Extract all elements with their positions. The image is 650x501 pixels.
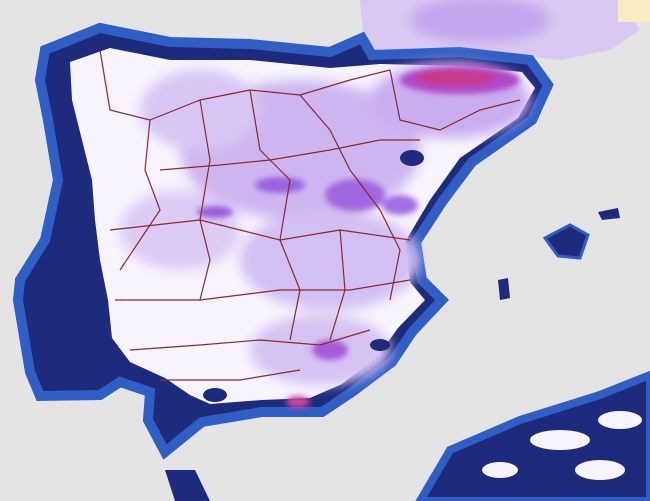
island: [498, 278, 510, 300]
africa-patches: [482, 411, 642, 480]
dark-patch: [203, 388, 227, 402]
dark-patch: [400, 150, 424, 166]
dark-patch: [370, 339, 390, 351]
island: [598, 208, 620, 220]
province-borders: [99, 49, 521, 381]
africa-coast: [165, 470, 210, 501]
island: [542, 223, 590, 260]
land-patch: [618, 0, 650, 22]
